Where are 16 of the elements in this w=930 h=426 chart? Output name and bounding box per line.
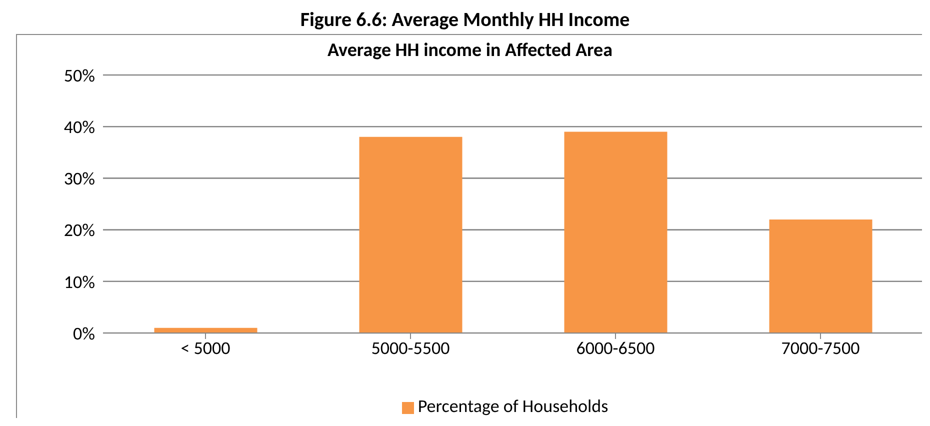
y-tick-label: 0%	[73, 322, 96, 344]
x-tick-label: 6000-6500	[576, 336, 655, 359]
legend-label: Percentage of Households	[418, 395, 608, 417]
y-tick-label: 50%	[64, 64, 96, 86]
x-tick-label: 5000-5500	[371, 336, 450, 359]
bar	[564, 132, 668, 333]
chart-subtitle: Average HH income in Affected Area	[326, 39, 614, 62]
y-tick-label: 10%	[64, 270, 96, 293]
y-tick-label: 30%	[64, 168, 96, 190]
chart-title: Figure 6.6: Average Monthly HH Income	[299, 8, 631, 32]
y-tick-label: 20%	[64, 219, 96, 242]
x-tick-label: < 5000	[180, 336, 230, 359]
x-tick-label: 7000-7500	[781, 336, 860, 359]
bar	[769, 219, 872, 333]
y-tick-label: 40%	[64, 116, 96, 138]
bar	[359, 136, 462, 333]
